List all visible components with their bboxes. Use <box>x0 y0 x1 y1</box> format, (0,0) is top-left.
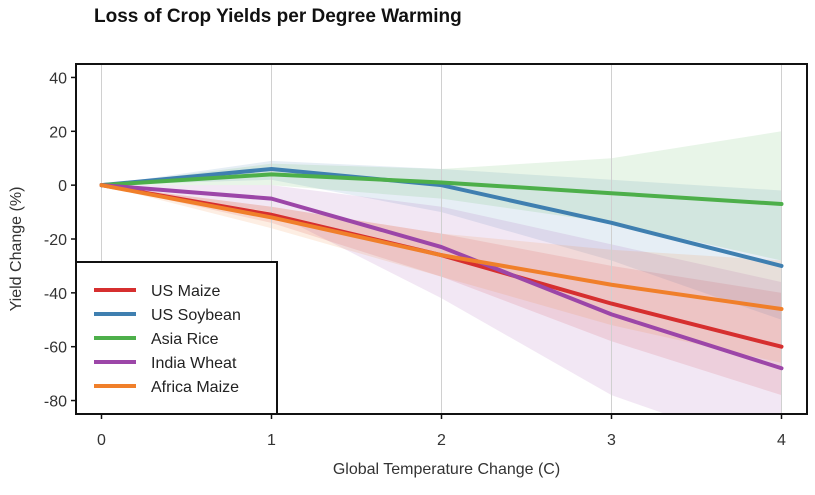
y-axis-label: Yield Change (%) <box>8 187 25 312</box>
x-tick-label: 0 <box>97 432 106 449</box>
legend-label: US Soybean <box>151 307 241 324</box>
legend: US Maize US Soybean Asia Rice India Wheat Af… <box>75 261 278 415</box>
series-line-us-soybean <box>99 167 784 268</box>
series-line-india-wheat <box>99 183 784 371</box>
legend-label: India Wheat <box>151 355 237 372</box>
series-line-asia-rice <box>99 172 784 206</box>
x-tick-label: 3 <box>607 432 616 449</box>
y-tick-label: 20 <box>49 124 67 141</box>
y-tick-label: -40 <box>44 286 67 303</box>
x-tick-label: 2 <box>437 432 446 449</box>
y-tick-label: -60 <box>44 340 67 357</box>
x-axis-ticks: 0 1 2 3 4 <box>97 414 786 449</box>
series-lines <box>99 167 784 371</box>
y-tick-label: -20 <box>44 232 67 249</box>
y-axis-ticks: 40 20 0 -20 -40 -60 -80 <box>44 70 76 411</box>
x-tick-label: 4 <box>777 432 786 449</box>
y-tick-label: 0 <box>58 178 67 195</box>
series-line-africa-maize <box>99 183 784 311</box>
chart-title: Loss of Crop Yields per Degree Warming <box>94 6 462 27</box>
legend-label: US Maize <box>151 283 220 300</box>
legend-label: Africa Maize <box>151 379 239 396</box>
y-tick-label: 40 <box>49 70 67 87</box>
x-tick-label: 1 <box>267 432 276 449</box>
y-tick-label: -80 <box>44 394 67 411</box>
legend-label: Asia Rice <box>151 331 219 348</box>
x-axis-label: Global Temperature Change (C) <box>333 461 560 478</box>
